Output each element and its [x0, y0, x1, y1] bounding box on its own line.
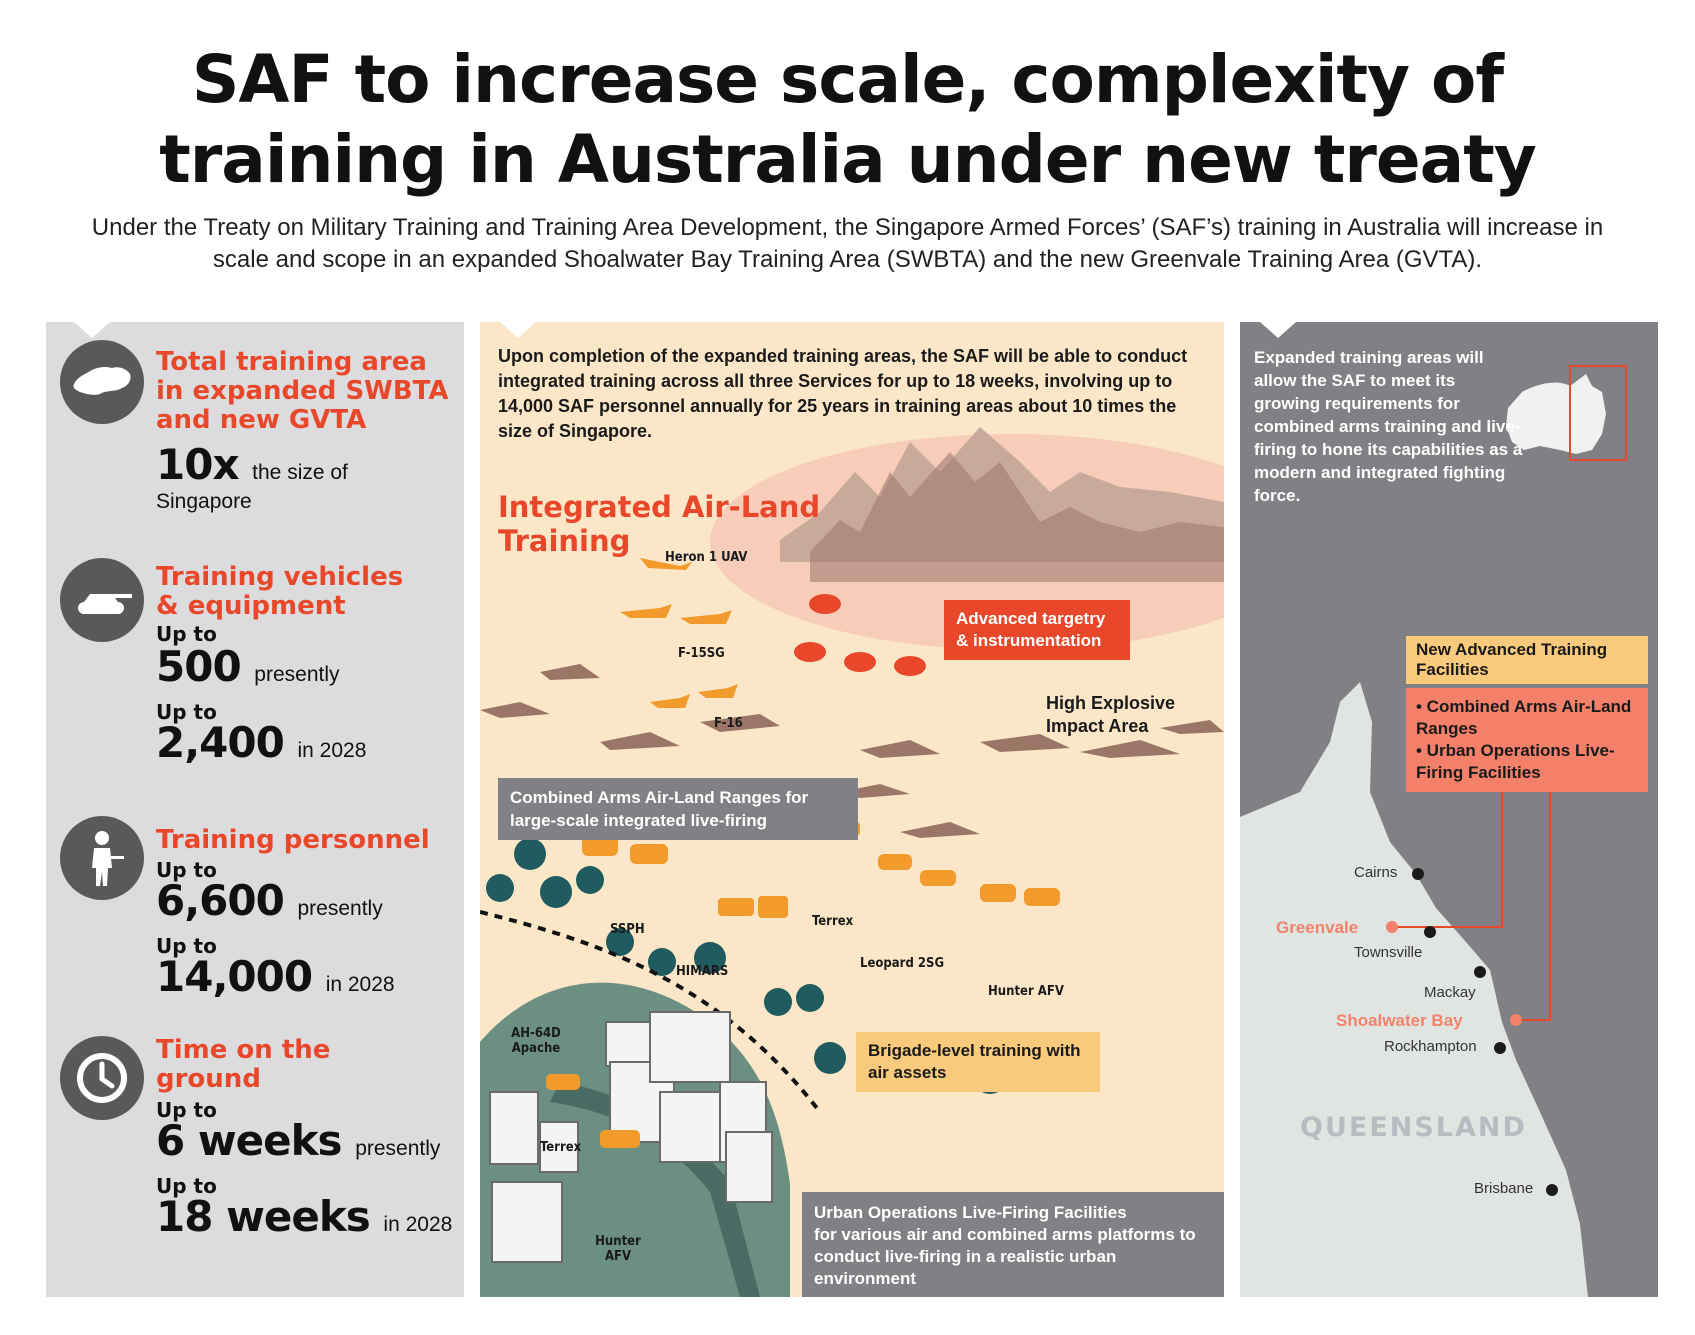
label-heron: Heron 1 UAV — [665, 550, 748, 565]
time-upto-1: Up to — [156, 1098, 217, 1122]
map-intro: Expanded training areas will allow the S… — [1254, 348, 1523, 505]
time-upto-2: Up to — [156, 1174, 217, 1198]
label-himars: HIMARS — [676, 964, 729, 979]
panel-notch — [74, 322, 110, 338]
soldier-icon — [60, 816, 144, 900]
vehicles-number-1: 500 — [156, 642, 242, 691]
city-shoalwater: Shoalwater Bay — [1336, 1011, 1463, 1030]
title-line-2: training in Australia under new treaty — [159, 121, 1537, 198]
tank-icon — [60, 558, 144, 642]
facility-1: • Combined Arms Air-Land Ranges — [1416, 697, 1632, 738]
brigade-box: Brigade-level training with air assets — [856, 1032, 1100, 1092]
stats-panel: Total training area in expanded SWBTA an… — [46, 322, 464, 1297]
map-panel: Expanded training areas will allow the S… — [1240, 322, 1658, 1297]
urban-box-body: for various air and combined arms platfo… — [814, 1225, 1196, 1288]
label-f15: F-15SG — [678, 646, 725, 661]
city-dot-cairns — [1412, 868, 1424, 880]
label-apache: AH-64D Apache — [511, 1026, 561, 1056]
label-f16: F-16 — [714, 716, 743, 731]
vehicles-value-1: 500 presently — [156, 642, 340, 691]
personnel-suffix-2: in 2028 — [325, 973, 395, 996]
singapore-map-icon — [60, 340, 144, 424]
time-suffix-1: presently — [355, 1137, 441, 1160]
panel-notch — [1260, 322, 1296, 338]
urban-buildings — [489, 1011, 773, 1263]
personnel-heading: Training personnel — [156, 825, 430, 855]
city-rockhampton: Rockhampton — [1384, 1038, 1477, 1055]
time-suffix-2: in 2028 — [383, 1213, 453, 1236]
facility-2: • Urban Operations Live-Firing Facilitie… — [1416, 741, 1615, 782]
facilities-list: • Combined Arms Air-Land Ranges • Urban … — [1406, 688, 1648, 792]
clock-icon — [60, 1036, 144, 1120]
personnel-upto-2: Up to — [156, 934, 217, 958]
area-value-suffix: the size of — [252, 461, 348, 484]
shoalwater-marker — [1510, 1014, 1522, 1026]
time-number-2: 18 weeks — [156, 1192, 371, 1241]
greenvale-marker — [1386, 921, 1398, 933]
urban-vehicle — [546, 1074, 580, 1090]
area-line2: Singapore — [156, 490, 252, 513]
label-terrex-2: Terrex — [540, 1140, 582, 1155]
label-leopard: Leopard 2SG — [860, 956, 945, 971]
time-value-1: 6 weeks presently — [156, 1116, 440, 1165]
area-value-number: 10x — [156, 440, 240, 489]
australia-inset-map — [1506, 374, 1606, 454]
label-ssph: SSPH — [610, 922, 645, 937]
city-mackay: Mackay — [1424, 984, 1476, 1001]
city-dot-brisbane — [1546, 1184, 1558, 1196]
queensland-land — [1240, 682, 1588, 1297]
label-hunter-1: Hunter AFV — [988, 984, 1064, 999]
ground-vehicles — [582, 822, 1060, 918]
city-brisbane: Brisbane — [1474, 1180, 1534, 1197]
region-label: QUEENSLAND — [1300, 1112, 1527, 1143]
facilities-title: New Advanced Training Facilities — [1406, 636, 1648, 684]
vehicles-suffix-1: presently — [254, 663, 340, 686]
personnel-value-2: 14,000 in 2028 — [156, 952, 395, 1001]
inset-highlight-box — [1569, 365, 1627, 461]
area-value: 10x the size of — [156, 440, 348, 489]
integrated-training-heading: Integrated Air-Land Training — [498, 490, 821, 558]
city-cairns: Cairns — [1354, 864, 1398, 881]
city-greenvale: Greenvale — [1276, 918, 1359, 937]
label-hunter-2: Hunter AFV — [595, 1234, 641, 1264]
middle-intro: Upon completion of the expanded training… — [498, 346, 1188, 441]
label-terrex-1: Terrex — [812, 914, 854, 929]
vehicles-upto-1: Up to — [156, 622, 217, 646]
urban-box-title: Urban Operations Live-Firing Facilities — [814, 1203, 1127, 1222]
subtitle: Under the Treaty on Military Training an… — [91, 214, 1604, 273]
city-dot-rockhampton — [1494, 1042, 1506, 1054]
time-number-1: 6 weeks — [156, 1116, 343, 1165]
ranges-box: Combined Arms Air-Land Ranges for large-… — [498, 778, 858, 840]
time-heading: Time on the ground — [156, 1035, 331, 1094]
personnel-number-1: 6,600 — [156, 876, 285, 925]
vehicles-value-2: 2,400 in 2028 — [156, 718, 366, 767]
panel-notch — [500, 322, 536, 338]
target-markers — [794, 594, 926, 676]
urban-vehicle — [600, 1130, 640, 1148]
vehicles-heading: Training vehicles & equipment — [156, 562, 404, 621]
city-dot-mackay — [1474, 966, 1486, 978]
personnel-upto-1: Up to — [156, 858, 217, 882]
vehicles-suffix-2: in 2028 — [297, 739, 367, 762]
time-value-2: 18 weeks in 2028 — [156, 1192, 452, 1241]
city-dot-townsville — [1424, 926, 1436, 938]
area-heading: Total training area in expanded SWBTA an… — [156, 347, 449, 435]
training-illustration-panel: Upon completion of the expanded training… — [480, 322, 1224, 1297]
urban-box: Urban Operations Live-Firing Facilities … — [802, 1192, 1224, 1297]
urban-boundary-line — [480, 910, 822, 1114]
training-scene-illustration — [480, 427, 1224, 1297]
personnel-number-2: 14,000 — [156, 952, 313, 1001]
vehicles-upto-2: Up to — [156, 700, 217, 724]
page-title: SAF to increase scale, complexity of tra… — [0, 40, 1695, 200]
impact-area-label: High Explosive Impact Area — [1046, 693, 1176, 736]
targetry-box: Advanced targetry & instrumentation — [944, 600, 1130, 660]
personnel-suffix-1: presently — [297, 897, 383, 920]
personnel-value-1: 6,600 presently — [156, 876, 383, 925]
title-line-1: SAF to increase scale, complexity of — [191, 41, 1504, 118]
city-townsville: Townsville — [1354, 944, 1423, 961]
vehicles-number-2: 2,400 — [156, 718, 285, 767]
